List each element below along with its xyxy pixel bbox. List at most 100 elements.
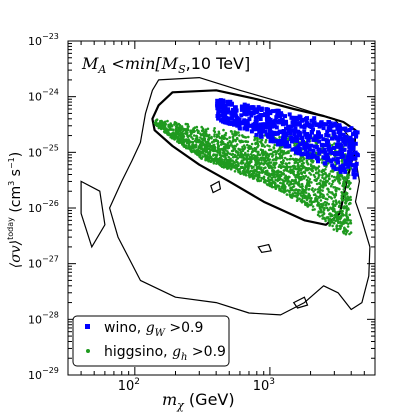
higgsino-point: [270, 178, 274, 182]
higgsino-point: [283, 156, 287, 160]
higgsino-point: [255, 159, 258, 163]
wino-point: [239, 113, 244, 118]
wino-point: [229, 116, 234, 121]
wino-point: [352, 175, 357, 180]
wino-point: [278, 142, 283, 147]
higgsino-point: [237, 147, 240, 151]
higgsino-point: [186, 138, 190, 142]
higgsino-point: [247, 147, 251, 150]
higgsino-point: [264, 166, 267, 169]
wino-point: [251, 122, 256, 127]
higgsino-point: [316, 190, 320, 194]
wino-point: [306, 138, 311, 143]
higgsino-point: [260, 159, 263, 162]
higgsino-point: [349, 221, 353, 225]
wino-point: [285, 140, 289, 145]
wino-point: [276, 142, 280, 147]
higgsino-point: [326, 216, 330, 220]
wino-point: [345, 155, 350, 160]
higgsino-point: [191, 150, 195, 153]
higgsino-point: [333, 196, 337, 199]
wino-point: [328, 150, 333, 154]
higgsino-point: [246, 149, 250, 153]
higgsino-point: [235, 131, 238, 134]
higgsino-point: [213, 130, 217, 134]
higgsino-point: [344, 200, 348, 203]
higgsino-point: [328, 224, 331, 227]
wino-point: [304, 135, 309, 140]
higgsino-point: [333, 178, 337, 182]
higgsino-point: [179, 136, 182, 140]
higgsino-point: [287, 151, 290, 155]
higgsino-point: [286, 182, 289, 185]
higgsino-point: [212, 160, 215, 164]
wino-point: [316, 130, 321, 135]
wino-point: [325, 140, 330, 145]
wino-point: [307, 135, 312, 140]
higgsino-point: [247, 135, 250, 139]
higgsino-point: [329, 206, 332, 210]
wino-point: [334, 123, 339, 128]
higgsino-point: [317, 196, 321, 199]
higgsino-point: [273, 166, 277, 169]
higgsino-point: [282, 159, 285, 162]
higgsino-point: [212, 147, 215, 151]
higgsino-point: [163, 120, 167, 124]
higgsino-point: [283, 185, 287, 188]
wino-point: [316, 147, 321, 152]
wino-point: [255, 124, 260, 129]
wino-point: [335, 158, 340, 163]
wino-point: [341, 163, 346, 168]
wino-point: [330, 136, 334, 141]
higgsino-point: [161, 125, 164, 129]
higgsino-point: [264, 179, 267, 182]
wino-point: [233, 111, 238, 116]
higgsino-point: [249, 174, 252, 178]
wino-point: [311, 118, 316, 123]
higgsino-point: [328, 172, 331, 176]
higgsino-point: [310, 181, 313, 184]
wino-point: [333, 167, 338, 172]
higgsino-point: [158, 121, 161, 125]
higgsino-point: [278, 163, 282, 167]
wino-point: [307, 145, 312, 149]
higgsino-point: [252, 156, 256, 160]
higgsino-point: [329, 184, 333, 188]
higgsino-point: [212, 153, 215, 156]
wino-point: [275, 113, 280, 118]
wino-point: [283, 114, 287, 119]
wino-point: [268, 139, 273, 144]
higgsino-point: [308, 178, 312, 181]
higgsino-point: [269, 164, 272, 167]
higgsino-point: [338, 181, 342, 185]
higgsino-point: [304, 202, 307, 206]
higgsino-point: [244, 157, 248, 160]
higgsino-point: [344, 202, 348, 205]
wino-point: [253, 115, 258, 120]
higgsino-point: [285, 193, 289, 196]
higgsino-point: [240, 152, 243, 155]
higgsino-point: [222, 145, 226, 149]
wino-point: [263, 129, 268, 134]
wino-point: [353, 164, 358, 168]
wino-point: [317, 139, 322, 144]
wino-point: [222, 120, 227, 125]
higgsino-point: [322, 195, 326, 198]
higgsino-point: [318, 215, 322, 218]
higgsino-point: [324, 219, 327, 223]
higgsino-point: [296, 198, 299, 201]
wino-point: [284, 133, 289, 138]
higgsino-point: [305, 161, 309, 164]
higgsino-point: [230, 130, 233, 133]
wino-point: [254, 121, 259, 125]
higgsino-point: [349, 231, 353, 234]
higgsino-point: [272, 163, 275, 167]
higgsino-point: [320, 170, 324, 174]
higgsino-point: [264, 150, 267, 154]
wino-point: [272, 124, 277, 129]
wino-point: [257, 129, 262, 134]
higgsino-point: [166, 119, 169, 123]
wino-point: [227, 116, 232, 121]
wino-point: [250, 105, 255, 110]
